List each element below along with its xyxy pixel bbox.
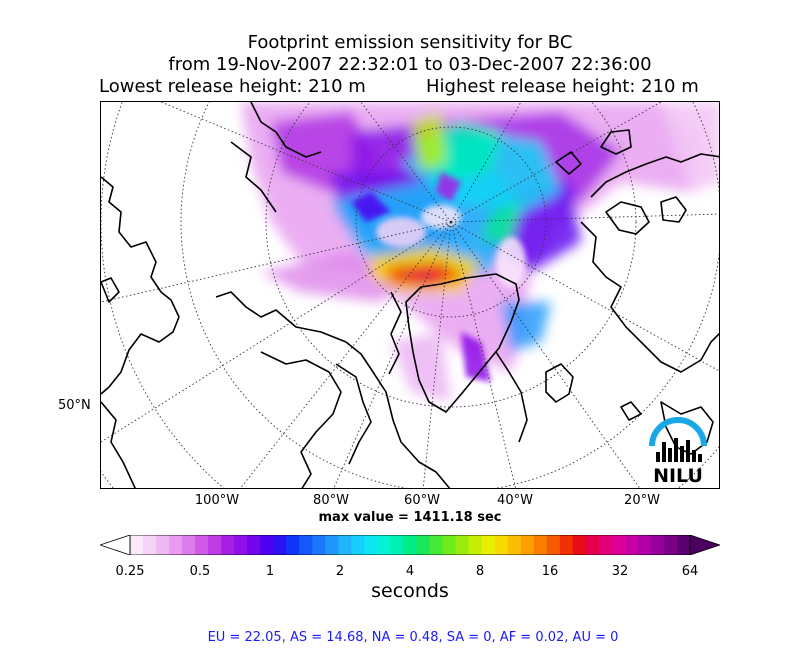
- colorbar-cell: [429, 535, 444, 555]
- colorbar-tick: 32: [611, 564, 629, 579]
- colorbar-cell: [650, 535, 665, 555]
- colorbar-cell: [416, 535, 431, 555]
- map-canvas: [101, 102, 719, 488]
- colorbar-cell: [637, 535, 652, 555]
- colorbar-cell: [143, 535, 157, 555]
- colorbar-cell: [676, 535, 691, 555]
- max-value-label: max value = 1411.18 sec: [318, 510, 502, 525]
- lon-label-20w: 20°W: [624, 493, 660, 508]
- colorbar-cell: [481, 535, 496, 555]
- colorbar-cell: [520, 535, 535, 555]
- colorbar-tick: 1: [265, 564, 275, 579]
- colorbar-cell: [247, 535, 261, 555]
- colorbar-cell: [624, 535, 639, 555]
- colorbar-cell: [559, 535, 574, 555]
- colorbar-cell: [611, 535, 626, 555]
- colorbar-unit-label: seconds: [371, 580, 449, 602]
- lon-label-40w: 40°W: [497, 493, 533, 508]
- lon-label-100w: 100°W: [194, 493, 240, 508]
- colorbar-tick: 4: [405, 564, 415, 579]
- colorbar-cell: [585, 535, 600, 555]
- colorbar-cell: [195, 535, 209, 555]
- title-line-1: Footprint emission sensitivity for BC: [247, 32, 573, 53]
- lon-label-80w: 80°W: [313, 493, 349, 508]
- nilu-logo: NILU: [649, 417, 707, 484]
- graticule: [101, 102, 719, 488]
- colorbar-cell: [130, 535, 144, 555]
- colorbar: [100, 535, 720, 555]
- lon-label-60w: 60°W: [404, 493, 440, 508]
- colorbar-cell: [663, 535, 678, 555]
- colorbar-cell: [494, 535, 509, 555]
- colorbar-tick: 0.5: [189, 564, 211, 579]
- colorbar-cell: [403, 535, 418, 555]
- colorbar-cell: [286, 535, 300, 555]
- colorbar-cell: [507, 535, 522, 555]
- colorbar-cell: [208, 535, 222, 555]
- colorbar-tick: 0.25: [115, 564, 145, 579]
- colorbar-cell: [598, 535, 613, 555]
- colorbar-cell: [156, 535, 170, 555]
- colorbar-cell: [312, 535, 326, 555]
- coastlines: [101, 102, 719, 488]
- sensitivity-field: [241, 102, 719, 402]
- colorbar-over-arrow: [689, 535, 720, 555]
- colorbar-cell: [325, 535, 339, 555]
- colorbar-outline: [129, 535, 691, 555]
- lowest-release-height: Lowest release height: 210 m: [99, 76, 366, 97]
- colorbar-cell: [169, 535, 183, 555]
- colorbar-cell: [572, 535, 587, 555]
- region-summary: EU = 22.05, AS = 14.68, NA = 0.48, SA = …: [207, 630, 619, 645]
- colorbar-cell: [260, 535, 274, 555]
- colorbar-cell: [234, 535, 248, 555]
- colorbar-tick: 2: [335, 564, 345, 579]
- footprint-map: [100, 101, 720, 489]
- colorbar-cell: [221, 535, 235, 555]
- colorbar-tick: 64: [681, 564, 699, 579]
- title-line-2: from 19-Nov-2007 22:32:01 to 03-Dec-2007…: [168, 54, 652, 75]
- colorbar-tick: 16: [541, 564, 559, 579]
- colorbar-under-arrow: [100, 535, 131, 555]
- colorbar-cell: [377, 535, 392, 555]
- colorbar-cell: [455, 535, 470, 555]
- colorbar-cell: [468, 535, 483, 555]
- colorbar-cell: [351, 535, 366, 555]
- colorbar-cell: [364, 535, 379, 555]
- colorbar-cell: [182, 535, 196, 555]
- colorbar-cell: [546, 535, 561, 555]
- colorbar-cell: [390, 535, 405, 555]
- lat-label-50n: 50°N: [58, 398, 91, 413]
- highest-release-height: Highest release height: 210 m: [426, 76, 699, 97]
- colorbar-cell: [338, 535, 352, 555]
- colorbar-tick: 8: [475, 564, 485, 579]
- colorbar-cell: [533, 535, 548, 555]
- nilu-logo-text: NILU: [653, 465, 703, 484]
- colorbar-cell: [442, 535, 457, 555]
- colorbar-cell: [273, 535, 287, 555]
- colorbar-cell: [299, 535, 313, 555]
